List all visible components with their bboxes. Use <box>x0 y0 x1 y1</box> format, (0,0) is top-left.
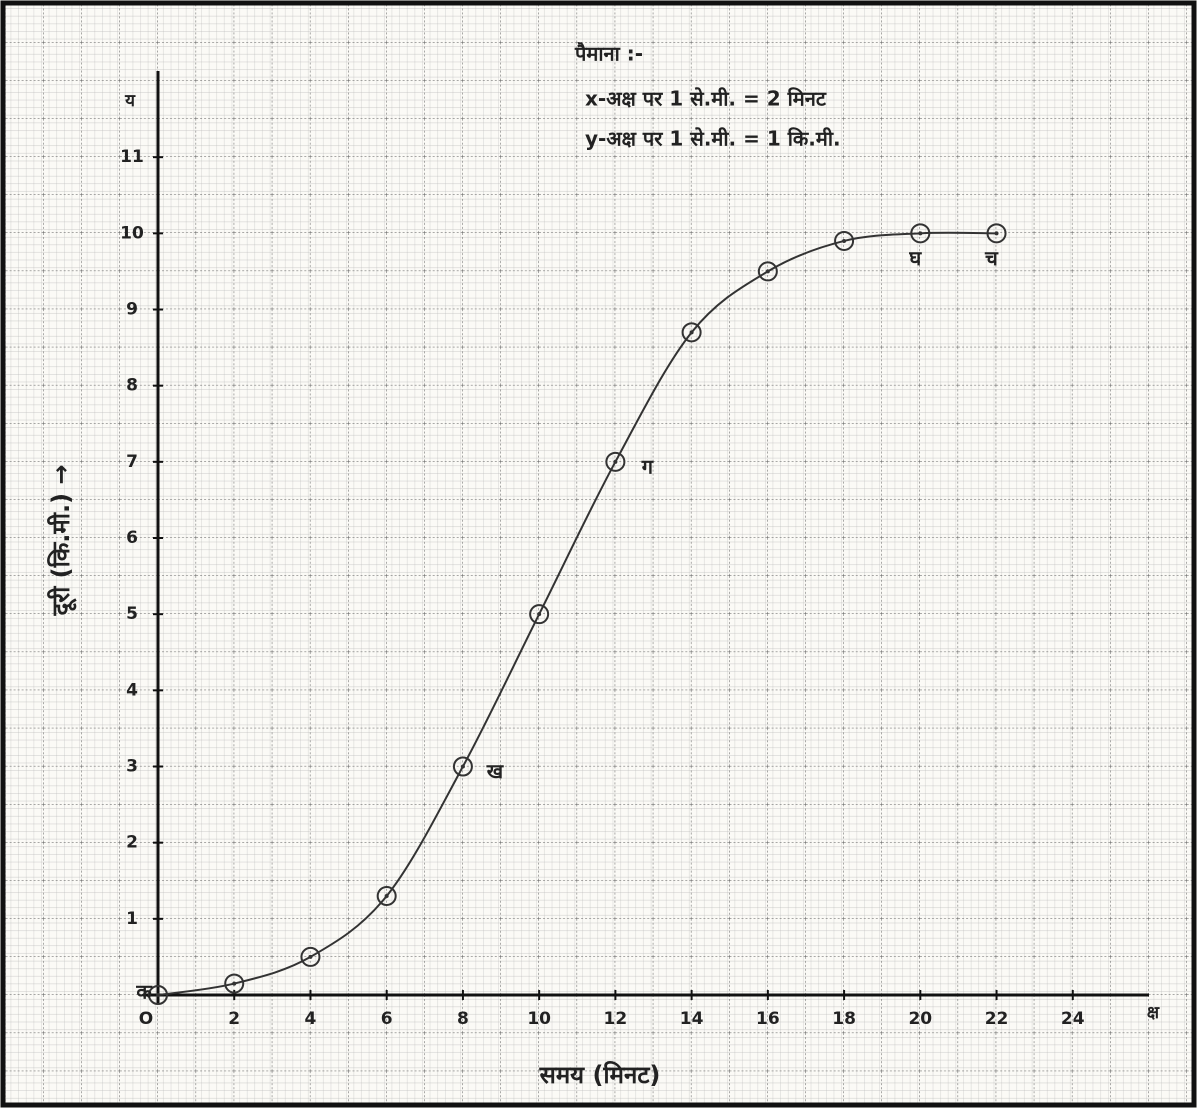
y-tick-label: 3 <box>126 757 138 777</box>
point-label: घ <box>908 246 922 270</box>
y-tick-label: 2 <box>126 833 138 853</box>
point-label: च <box>984 246 999 270</box>
x-tick-label: 6 <box>381 1009 393 1029</box>
y-tick-label: 7 <box>126 452 138 472</box>
point-dot <box>842 239 846 243</box>
y-tick-label: 11 <box>120 147 144 167</box>
x-axis-title: समय (मिनट) <box>539 1061 661 1089</box>
x-tick-label: 2 <box>228 1009 240 1029</box>
y-axis-title: दूरी (कि.मी.) → <box>47 465 77 617</box>
point-dot <box>766 269 770 273</box>
y-tick-label: 4 <box>126 680 138 700</box>
point-dot <box>232 982 236 986</box>
x-tick-label: 4 <box>305 1009 317 1029</box>
x-tick-label: 14 <box>680 1009 704 1029</box>
y-tick-label: 6 <box>126 528 138 548</box>
point-dot <box>613 460 617 464</box>
point-dot <box>156 993 160 997</box>
point-dot <box>308 955 312 959</box>
x-tick-label: 8 <box>457 1009 469 1029</box>
scale-title: पैमाना :- <box>574 42 643 66</box>
y-tick-label: 8 <box>126 376 138 396</box>
x-tick-label: 10 <box>527 1009 551 1029</box>
point-dot <box>537 612 541 616</box>
scale-note: y-अक्ष पर 1 से.मी. = 1 कि.मी. <box>585 127 841 151</box>
y-tick-label: 10 <box>120 223 144 243</box>
chart: पैमाना :- x-अक्ष पर 1 से.मी. = 2 मिनट y-… <box>0 0 1197 1108</box>
scale-note: x-अक्ष पर 1 से.मी. = 2 मिनट <box>585 87 827 111</box>
x-tick-label: 24 <box>1061 1009 1085 1029</box>
y-tick-label: 9 <box>126 300 138 320</box>
point-dot <box>995 231 999 235</box>
graph-paper <box>4 4 1193 1104</box>
x-axis-end: क्ष <box>1147 1003 1160 1023</box>
point-label: ख <box>486 759 505 783</box>
x-tick-label: 18 <box>832 1009 856 1029</box>
x-tick-label: 16 <box>756 1009 780 1029</box>
y-axis-end: य <box>124 91 136 111</box>
x-tick-label: 20 <box>908 1009 932 1029</box>
point-dot <box>385 894 389 898</box>
point-label: क <box>135 980 153 1004</box>
point-dot <box>461 765 465 769</box>
x-tick-label: 12 <box>604 1009 628 1029</box>
x-tick-label: O <box>139 1009 153 1029</box>
y-tick-label: 1 <box>126 909 138 929</box>
point-dot <box>690 330 694 334</box>
y-tick-label: 5 <box>126 604 138 624</box>
point-label: ग <box>641 454 654 478</box>
point-dot <box>918 231 922 235</box>
x-tick-label: 22 <box>985 1009 1009 1029</box>
page: {"chart_data": { "type": "line", "scale_… <box>0 0 1197 1108</box>
